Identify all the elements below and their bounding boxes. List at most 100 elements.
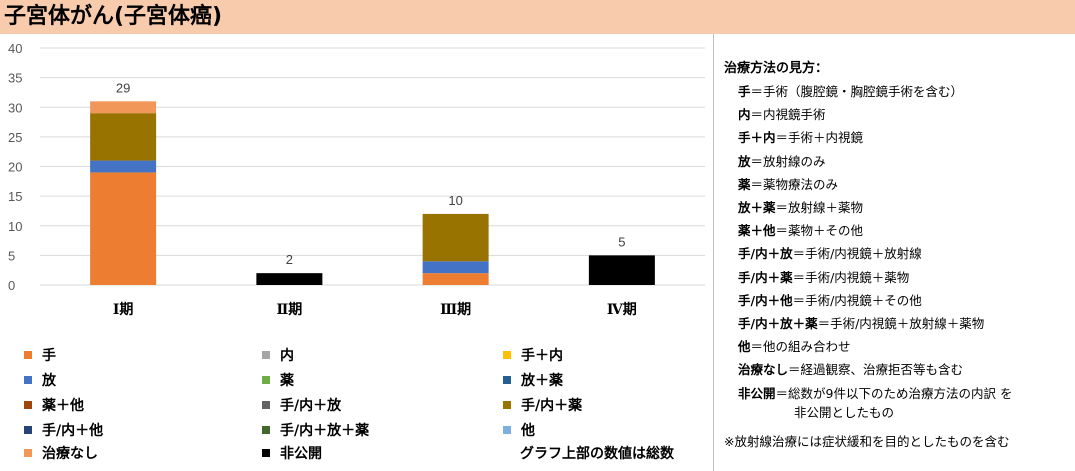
legend-swatch xyxy=(24,426,32,434)
legend-item: 手/内＋他 xyxy=(24,421,103,439)
note-key: 手/内＋放 xyxy=(738,246,793,262)
legend-item: 手 xyxy=(24,346,56,364)
note-desc: ＝手術/内視鏡＋放射線＋薬物 xyxy=(817,316,985,331)
note-key: 手/内＋薬 xyxy=(738,269,793,285)
x-tick-label: Ⅳ期 xyxy=(607,302,637,318)
note-desc: ＝手術/内視鏡＋その他 xyxy=(792,292,922,308)
note-line: 手＋内＝手術＋内視鏡 xyxy=(738,127,863,146)
y-tick-label: 0 xyxy=(8,278,15,293)
legend-note: グラフ上部の数値は総数 xyxy=(520,446,674,462)
note-line: 手/内＋放＋薬＝手術/内視鏡＋放射線＋薬物 xyxy=(738,313,984,332)
legend-swatch xyxy=(24,401,32,409)
legend-item: 治療なし xyxy=(24,444,98,462)
legend-swatch xyxy=(262,351,270,359)
y-tick-label: 20 xyxy=(8,160,22,175)
bar-segment xyxy=(588,255,655,285)
bar-total-label: 10 xyxy=(448,193,462,208)
legend-label: 手/内＋薬 xyxy=(521,398,583,414)
note-key: 治療なし xyxy=(738,362,789,378)
note-line: 手/内＋他＝手術/内視鏡＋その他 xyxy=(738,290,922,309)
x-tick-label: Ⅱ期 xyxy=(276,302,302,318)
note-line: 他＝他の組み合わせ xyxy=(738,336,851,355)
note-key: 非公開 xyxy=(738,385,776,401)
stacked-bar-chart: 0 5 10 15 20 25 30 35 40 29 Ⅰ期 2 Ⅱ期 10 Ⅲ期 5 Ⅳ期 xyxy=(8,41,705,318)
note-desc: ＝手術/内視鏡＋薬物 xyxy=(792,269,910,285)
note-desc: ＝手術（腹腔鏡・胸腔鏡手術を含む） xyxy=(750,84,964,99)
legend-swatch xyxy=(503,376,511,384)
bar-segment xyxy=(256,273,323,285)
note-line: 薬＝薬物療法のみ xyxy=(738,174,838,193)
y-tick-label: 35 xyxy=(8,71,22,86)
note-key: 他 xyxy=(738,339,751,355)
legend-label: 手 xyxy=(42,348,56,364)
x-tick-label: Ⅲ期 xyxy=(440,302,471,318)
note-key: 手＋内 xyxy=(738,130,776,146)
notes-heading: 治療方法の見方： xyxy=(724,61,829,76)
legend-label: 薬 xyxy=(280,373,294,389)
page-title: 子宮体がん(子宮体癌) xyxy=(4,4,223,29)
x-tick-label: Ⅰ期 xyxy=(113,302,134,318)
panel-divider xyxy=(713,34,714,471)
legend-label: 手/内＋放＋薬 xyxy=(280,423,370,439)
note-line: 非公開＝総数が9件以下のため治療方法の内訳 を xyxy=(738,383,1012,402)
legend-swatch xyxy=(24,376,32,384)
note-line: 治療なし＝経過観察、治療拒否等も含む xyxy=(738,359,963,378)
legend-item: 放＋薬 xyxy=(503,371,563,389)
note-key: 薬 xyxy=(738,176,751,192)
note-desc: ＝手術/内視鏡＋放射線 xyxy=(792,246,922,262)
legend-swatch xyxy=(24,351,32,359)
bar-segment xyxy=(90,160,157,173)
note-desc: ＝内視鏡手術 xyxy=(750,107,826,123)
legend-label: 治療なし xyxy=(42,446,98,462)
legend-swatch xyxy=(503,401,511,409)
note-desc: ＝薬物療法のみ xyxy=(750,176,839,192)
legend-label: 薬＋他 xyxy=(42,398,84,414)
note-desc: ＝放射線＋薬物 xyxy=(775,200,864,215)
legend-swatch xyxy=(262,449,270,457)
bar-segment xyxy=(90,101,157,114)
legend-item: 手/内＋放＋薬 xyxy=(262,421,369,439)
note-key: 薬＋他 xyxy=(738,223,776,239)
legend-label: 非公開 xyxy=(280,446,322,462)
legend-swatch xyxy=(503,426,511,434)
legend-item: 他 xyxy=(503,421,535,439)
legend-item: 手＋内 xyxy=(503,346,563,364)
note-key: 内 xyxy=(738,107,751,123)
legend-swatch xyxy=(24,449,32,457)
bar-segment xyxy=(422,213,489,262)
bar-total-label: 29 xyxy=(116,80,130,95)
legend-item: 非公開 xyxy=(262,444,322,462)
legend-label: 手/内＋放 xyxy=(280,398,342,414)
legend-item: 放 xyxy=(24,371,56,389)
y-tick-label: 10 xyxy=(8,219,22,234)
legend-swatch xyxy=(262,426,270,434)
note-line: 手/内＋放＝手術/内視鏡＋放射線 xyxy=(738,243,922,262)
note-desc: ＝他の組み合わせ xyxy=(750,339,851,355)
note-continuation: 非公開としたもの xyxy=(794,404,895,420)
notes-footnote: ※放射線治療には症状緩和を目的としたものを含む xyxy=(724,434,1010,449)
legend-swatch xyxy=(503,351,511,359)
legend-item: 内 xyxy=(262,346,294,364)
legend-item: 手/内＋放 xyxy=(262,396,341,414)
legend-label: 放 xyxy=(42,373,56,389)
note-line: 手/内＋薬＝手術/内視鏡＋薬物 xyxy=(738,267,909,286)
note-key: 放 xyxy=(738,153,751,169)
bar-total-label: 5 xyxy=(618,234,625,249)
note-line: 手＝手術（腹腔鏡・胸腔鏡手術を含む） xyxy=(738,81,963,100)
legend-label: 手/内＋他 xyxy=(42,423,104,439)
note-desc: ＝手術＋内視鏡 xyxy=(775,130,864,146)
legend-label: 放＋薬 xyxy=(521,373,563,389)
y-tick-label: 30 xyxy=(8,100,22,115)
legend-item: 薬＋他 xyxy=(24,396,84,414)
y-tick-label: 40 xyxy=(8,41,22,56)
note-desc: ＝薬物＋その他 xyxy=(775,223,864,239)
note-desc: ＝放射線のみ xyxy=(750,153,826,169)
bar-segment xyxy=(422,261,489,274)
y-tick-label: 5 xyxy=(8,248,15,263)
bar-segment xyxy=(90,113,157,161)
legend-label: 手＋内 xyxy=(521,348,563,364)
note-key: 手 xyxy=(738,84,751,99)
note-key: 放＋薬 xyxy=(738,200,776,215)
bar-segment xyxy=(90,172,157,285)
note-key: 手/内＋放＋薬 xyxy=(738,316,818,331)
